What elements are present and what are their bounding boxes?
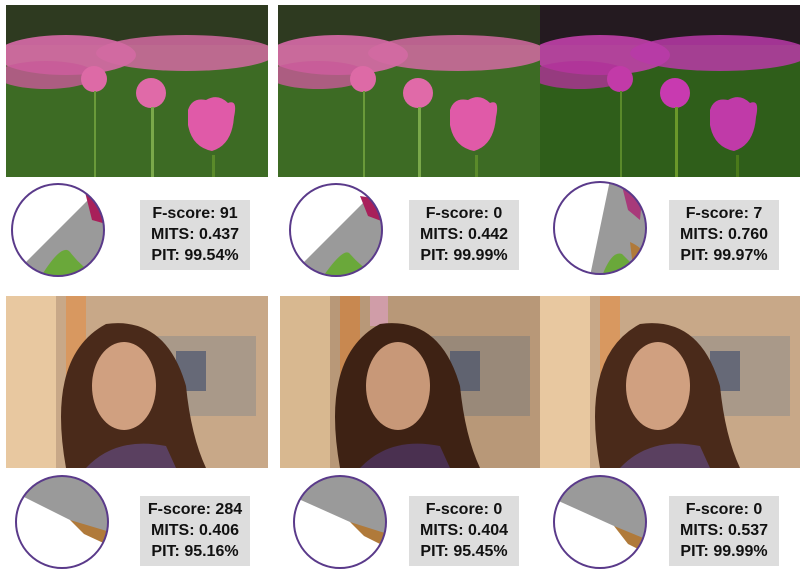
fscore-label: F-score: 91 bbox=[152, 205, 238, 222]
pit-label: PIT: 99.99% bbox=[680, 543, 768, 560]
hue-wheel-5 bbox=[292, 474, 388, 570]
pit-label: PIT: 99.54% bbox=[151, 247, 239, 264]
fscore-label: F-score: 0 bbox=[685, 501, 763, 518]
portrait-photo-1 bbox=[6, 296, 268, 468]
metrics-box-6: F-score: 0 MITS: 0.537 PIT: 99.99% bbox=[669, 496, 779, 566]
portrait-photo-2 bbox=[280, 296, 542, 468]
hue-wheel-4 bbox=[14, 474, 110, 570]
tulip-photo-1 bbox=[6, 5, 268, 177]
metrics-box-2: F-score: 0 MITS: 0.442 PIT: 99.99% bbox=[409, 200, 519, 270]
mits-label: MITS: 0.537 bbox=[679, 522, 769, 539]
hue-wheel-6 bbox=[552, 474, 648, 570]
mits-label: MITS: 0.760 bbox=[679, 226, 769, 243]
pit-label: PIT: 99.99% bbox=[420, 247, 508, 264]
mits-label: MITS: 0.404 bbox=[419, 522, 509, 539]
pit-label: PIT: 99.97% bbox=[680, 247, 768, 264]
fscore-label: F-score: 7 bbox=[685, 205, 763, 222]
tulip-photo-3 bbox=[540, 5, 800, 177]
fscore-label: F-score: 0 bbox=[425, 205, 503, 222]
tulip-photo-2 bbox=[278, 5, 540, 177]
metrics-box-1: F-score: 91 MITS: 0.437 PIT: 99.54% bbox=[140, 200, 250, 270]
pit-label: PIT: 95.45% bbox=[420, 543, 508, 560]
fscore-label: F-score: 284 bbox=[147, 501, 243, 518]
hue-wheel-1 bbox=[10, 182, 106, 278]
metrics-box-3: F-score: 7 MITS: 0.760 PIT: 99.97% bbox=[669, 200, 779, 270]
mits-label: MITS: 0.437 bbox=[150, 226, 240, 243]
fscore-label: F-score: 0 bbox=[425, 501, 503, 518]
portrait-photo-3 bbox=[540, 296, 800, 468]
pit-label: PIT: 95.16% bbox=[151, 543, 239, 560]
hue-wheel-2 bbox=[288, 182, 384, 278]
mits-label: MITS: 0.442 bbox=[419, 226, 509, 243]
mits-label: MITS: 0.406 bbox=[150, 522, 240, 539]
hue-wheel-3 bbox=[552, 180, 648, 276]
metrics-box-4: F-score: 284 MITS: 0.406 PIT: 95.16% bbox=[140, 496, 250, 566]
metrics-box-5: F-score: 0 MITS: 0.404 PIT: 95.45% bbox=[409, 496, 519, 566]
